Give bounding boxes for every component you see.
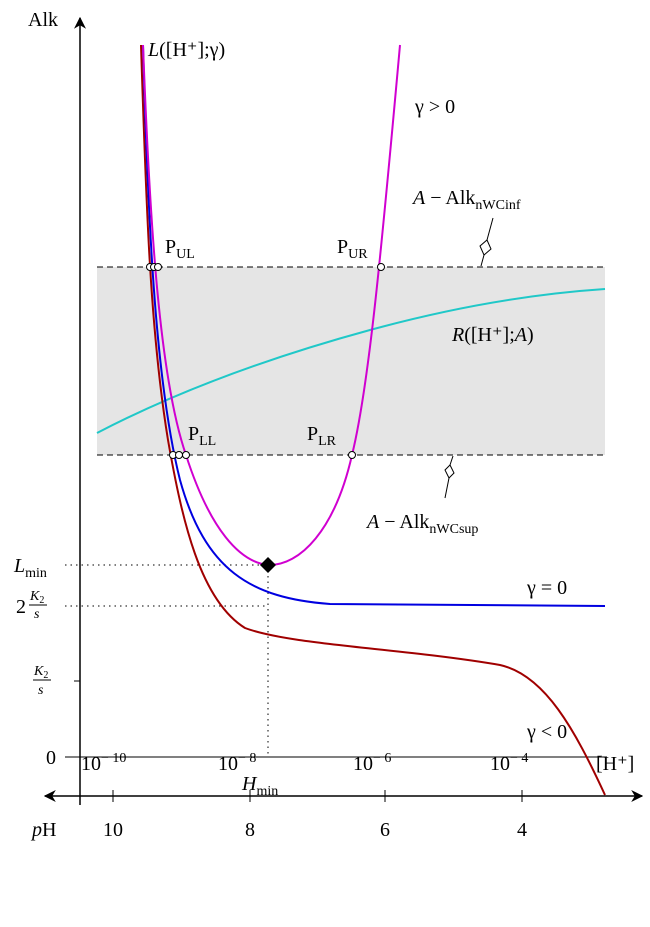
curve-label: γ = 0	[526, 577, 567, 599]
point-label: PLR	[307, 423, 337, 449]
text: P	[188, 423, 199, 445]
text: p	[30, 819, 42, 841]
point	[182, 451, 190, 459]
text: nWCinf	[475, 198, 520, 213]
y-tick-label: K2	[33, 664, 48, 681]
intersection-points	[146, 263, 385, 459]
leader	[444, 455, 454, 499]
text: H	[42, 819, 56, 841]
text: H	[241, 773, 258, 795]
curve-label: L([H⁺];γ)	[147, 39, 225, 61]
y-tick-label: 0	[46, 747, 56, 769]
text: L	[13, 555, 25, 577]
minimum-marker	[260, 557, 276, 573]
y-tick-label: 2	[16, 596, 26, 618]
ph-tick-label: 6	[380, 819, 390, 841]
ph-tick-labels: 10 8 6 4	[103, 819, 527, 841]
y-tick-label: Lmin	[13, 555, 47, 581]
text: 2	[43, 670, 48, 681]
text: nWCsup	[429, 522, 478, 537]
ph-tick-label: 10	[103, 819, 123, 841]
bound-label: A − AlknWCsup	[365, 511, 478, 537]
y-axis-label: Alk	[28, 9, 58, 31]
h-tick-label: 10− 10	[81, 751, 126, 775]
bound-label: A − AlknWCinf	[411, 187, 521, 213]
gamma-neg-curve	[140, 44, 606, 796]
text: 10	[490, 753, 510, 775]
text: − 4	[510, 751, 528, 766]
text: )	[527, 324, 534, 346]
text: K	[29, 589, 40, 604]
feasible-band	[97, 267, 605, 455]
text: 10	[218, 753, 238, 775]
point	[377, 263, 385, 271]
leader-diamond	[479, 239, 492, 256]
x-axis-label: [H⁺]	[596, 753, 634, 775]
text: P	[337, 236, 348, 258]
gamma-zero-curve	[142, 44, 606, 607]
text: 10	[353, 753, 373, 775]
text: − 8	[238, 751, 256, 766]
text: − 10	[101, 751, 126, 766]
text: A	[365, 511, 380, 533]
text: A	[513, 324, 528, 346]
point	[348, 451, 356, 459]
text: − 6	[373, 751, 391, 766]
y-tick-label: s	[34, 607, 40, 622]
text: UL	[176, 247, 195, 262]
text: min	[25, 566, 47, 581]
point	[175, 451, 183, 459]
text: 2	[39, 595, 44, 606]
point-label: PUR	[337, 236, 368, 262]
text: K	[33, 664, 44, 679]
text: − Alk	[425, 187, 475, 209]
text: P	[307, 423, 318, 445]
r-curve	[96, 288, 606, 434]
point-label: PLL	[188, 423, 216, 449]
hmin-label: Hmin	[241, 773, 278, 799]
ph-label: pH	[30, 819, 56, 841]
curve-label: γ > 0	[414, 96, 455, 118]
text: ([H⁺];	[464, 324, 515, 346]
h-tick-label: 10− 4	[490, 751, 528, 775]
text: LL	[199, 434, 216, 449]
point-label: PUL	[165, 236, 195, 262]
y-tick-label: K2	[29, 589, 44, 606]
text: UR	[348, 247, 368, 262]
text: R	[451, 324, 464, 346]
text: − Alk	[379, 511, 429, 533]
leader	[480, 217, 494, 267]
point	[154, 263, 162, 271]
curve-label: R([H⁺];A)	[451, 324, 534, 346]
text: L	[147, 39, 159, 61]
ph-axis-ticks	[112, 790, 523, 802]
curve-label: γ < 0	[526, 721, 567, 743]
h-tick-label: 10− 8	[218, 751, 256, 775]
ph-tick-label: 4	[517, 819, 527, 841]
y-tick-label: s	[38, 683, 44, 698]
text: LR	[318, 434, 337, 449]
ph-tick-label: 8	[245, 819, 255, 841]
text: min	[256, 784, 278, 799]
text: P	[165, 236, 176, 258]
leader-diamond	[444, 464, 455, 479]
text: A	[411, 187, 426, 209]
h-tick-label: 10− 6	[353, 751, 391, 775]
h-tick-labels: 10− 10 10− 8 10− 6 10− 4	[81, 751, 528, 775]
text: ([H⁺];γ)	[159, 39, 225, 61]
text: 10	[81, 753, 101, 775]
